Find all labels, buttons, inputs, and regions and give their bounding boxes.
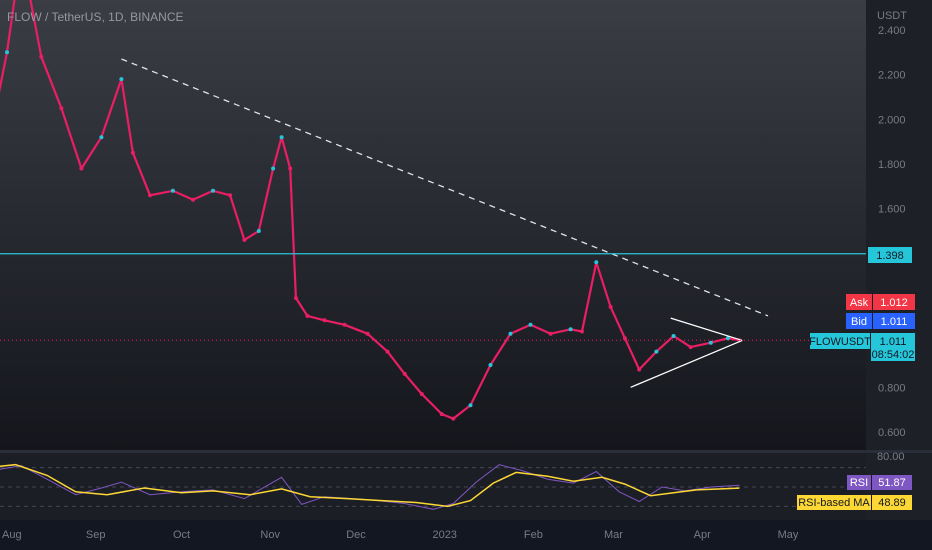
price-tick-label: 2.000 xyxy=(878,114,906,126)
price-point xyxy=(79,166,84,171)
price-point xyxy=(228,193,233,198)
time-tick-label: Mar xyxy=(604,529,623,541)
ask-tag: Ask 1.012 xyxy=(846,294,915,310)
annotation-layer xyxy=(0,58,866,388)
bid-tag: Bid 1.011 xyxy=(846,313,915,329)
rsi-line xyxy=(0,464,740,510)
price-point xyxy=(271,166,276,171)
resistance-price-tag: 1.398 xyxy=(868,247,912,263)
price-point xyxy=(637,367,642,372)
rsi-layer xyxy=(0,463,740,510)
price-point xyxy=(288,166,293,171)
price-point xyxy=(130,150,135,155)
symbol-title[interactable]: FLOW / TetherUS, 1D, BINANCE xyxy=(7,10,184,24)
price-point xyxy=(488,363,493,367)
price-point xyxy=(508,331,513,336)
svg-text:51.87: 51.87 xyxy=(878,477,906,489)
price-point xyxy=(148,193,152,198)
price-point xyxy=(305,313,310,318)
svg-text:1.011: 1.011 xyxy=(881,316,908,328)
price-point xyxy=(708,340,713,345)
price-point xyxy=(608,304,613,309)
price-point xyxy=(279,135,284,140)
descending-trendline xyxy=(121,58,769,317)
price-point xyxy=(622,336,627,341)
price-point xyxy=(580,329,584,334)
price-point xyxy=(39,54,44,59)
time-tick-label: Nov xyxy=(260,529,280,541)
price-point xyxy=(594,260,599,265)
svg-text:RSI-based MA: RSI-based MA xyxy=(798,497,870,509)
price-series-line-0 xyxy=(0,0,740,420)
time-tick-label: Apr xyxy=(694,529,711,541)
price-point xyxy=(419,392,424,396)
price-axis-unit: USDT xyxy=(877,10,907,22)
svg-text:1.398: 1.398 xyxy=(876,250,904,262)
price-tick-label: 0.800 xyxy=(878,382,906,394)
price-point xyxy=(451,416,456,421)
svg-text:48.89: 48.89 xyxy=(878,497,906,509)
price-point xyxy=(365,331,370,336)
price-pane-background xyxy=(0,0,866,450)
price-point xyxy=(439,412,444,417)
price-point xyxy=(170,188,175,193)
rsi-value-tag: RSI 51.87 xyxy=(847,475,912,490)
triangle-upper-line xyxy=(670,317,743,342)
time-tick-label: Sep xyxy=(86,529,106,541)
price-point xyxy=(242,237,247,242)
price-point xyxy=(342,322,347,327)
price-point xyxy=(211,188,215,193)
price-point xyxy=(99,135,104,140)
price-tick-label: 2.400 xyxy=(878,25,906,37)
time-tick-label: Oct xyxy=(173,529,190,541)
time-tick-label: Aug xyxy=(2,529,22,541)
svg-text:1.012: 1.012 xyxy=(880,297,908,309)
price-point xyxy=(385,349,390,354)
price-point xyxy=(293,296,298,300)
price-point xyxy=(59,106,64,111)
price-point xyxy=(568,327,573,332)
price-point xyxy=(671,334,676,338)
price-point xyxy=(528,322,533,327)
price-point xyxy=(256,229,261,233)
svg-text:08:54:02: 08:54:02 xyxy=(872,349,915,361)
rsi-ma-value-tag: RSI-based MA 48.89 xyxy=(797,495,912,510)
time-tick-label: May xyxy=(778,529,799,541)
price-point xyxy=(5,50,9,55)
time-axis-ticks: Aug Sep Oct Nov Dec 2023 Feb Mar Apr May xyxy=(2,529,799,541)
last-price-tag: FLOWUSDT 1.011 08:54:02 xyxy=(809,333,915,361)
price-point xyxy=(688,345,693,350)
price-tick-label: 1.800 xyxy=(878,159,906,171)
svg-text:RSI: RSI xyxy=(850,477,868,489)
time-tick-label: 2023 xyxy=(432,529,456,541)
svg-text:FLOWUSDT: FLOWUSDT xyxy=(809,336,871,348)
rsi-80-tick: 80.00 xyxy=(877,451,905,463)
price-layer xyxy=(0,0,742,421)
price-point xyxy=(725,336,730,341)
price-point xyxy=(322,318,327,323)
price-tick-label: 0.600 xyxy=(878,427,906,439)
price-point xyxy=(654,349,659,354)
price-tick-label: 1.600 xyxy=(878,204,906,216)
triangle-lower-line xyxy=(630,339,743,388)
time-tick-label: Dec xyxy=(346,529,366,541)
price-point xyxy=(468,403,473,408)
svg-text:Ask: Ask xyxy=(850,297,869,309)
price-point xyxy=(402,371,407,376)
time-axis-background xyxy=(0,520,932,550)
svg-text:1.011: 1.011 xyxy=(880,336,907,348)
price-point xyxy=(548,331,553,336)
rsi-ma-line xyxy=(0,463,740,508)
time-tick-label: Feb xyxy=(524,529,543,541)
price-point xyxy=(119,77,124,82)
price-point xyxy=(191,197,195,202)
svg-text:Bid: Bid xyxy=(851,316,867,328)
rsi-bands xyxy=(0,467,866,507)
price-axis-ticks: 2.400 2.200 2.000 1.800 1.600 0.800 0.600 xyxy=(878,25,906,439)
price-tick-label: 2.200 xyxy=(878,70,906,82)
